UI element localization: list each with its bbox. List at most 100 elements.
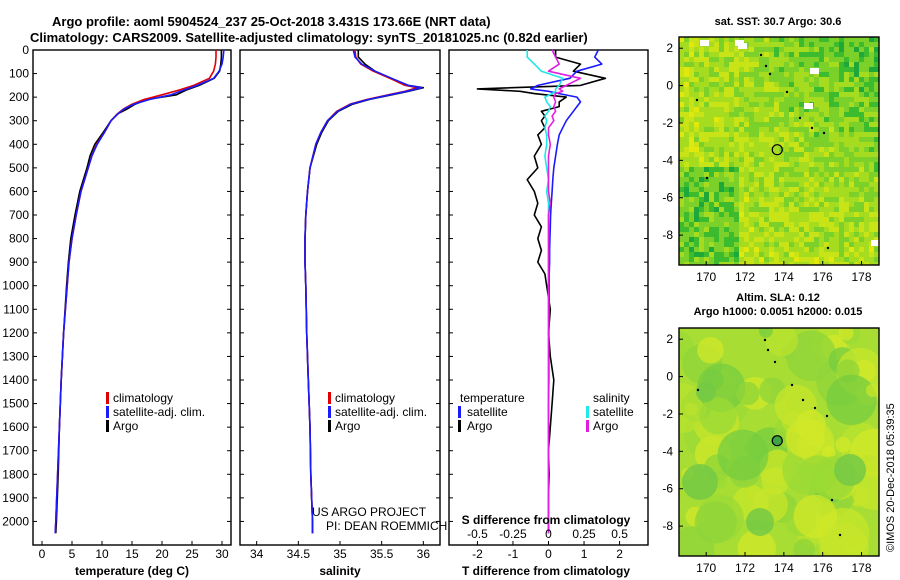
sst-map-cell xyxy=(874,217,879,223)
sst-map-cell xyxy=(739,257,745,263)
sst-map-cell xyxy=(784,197,790,203)
sst-map-cell xyxy=(704,67,710,73)
sst-map-island xyxy=(785,90,789,94)
sst-map-cell xyxy=(699,67,705,73)
sst-map-cell xyxy=(844,232,850,238)
sst-map-cell xyxy=(844,87,850,93)
sst-map-cell xyxy=(874,192,879,198)
depth-tick-label: 900 xyxy=(9,255,29,269)
sst-map-title: sat. SST: 30.7 Argo: 30.6 xyxy=(715,16,842,28)
sst-map-cell xyxy=(699,202,705,208)
sst-map-cell xyxy=(804,257,810,263)
legend-label: satellite xyxy=(593,405,634,419)
sst-map-cell xyxy=(694,147,700,153)
sst-map-cell xyxy=(719,167,725,173)
sst-map-argo-marker xyxy=(771,144,783,156)
sst-map-cell xyxy=(734,177,740,183)
sst-map-island xyxy=(826,246,830,250)
sst-map-cell xyxy=(754,187,760,193)
sst-map-cell xyxy=(769,257,775,263)
sst-map-cell xyxy=(869,262,875,265)
sst-map-cell xyxy=(864,207,870,213)
sst-map-cell xyxy=(734,72,740,78)
sst-map-cell xyxy=(764,262,770,265)
sst-map-cell xyxy=(764,252,770,258)
sst-map-cell xyxy=(799,247,805,253)
sst-map-cell xyxy=(799,237,805,243)
sst-map-cell xyxy=(724,167,730,173)
sst-map-cell xyxy=(844,122,850,128)
sst-map-cell xyxy=(864,132,870,138)
sst-map-cell xyxy=(849,77,855,83)
sst-map-cell xyxy=(754,107,760,113)
sst-map-cell xyxy=(829,77,835,83)
sst-map-cell xyxy=(829,37,835,43)
sst-map-cell xyxy=(744,172,750,178)
sst-map-cell xyxy=(704,62,710,68)
sla_map-lat-tick-label: -6 xyxy=(662,482,673,496)
sst-map-island xyxy=(759,53,763,57)
sst-map-cell xyxy=(709,57,715,63)
sst-map-cell xyxy=(809,47,815,53)
sst-map-cell xyxy=(784,92,790,98)
sst-map-cell xyxy=(749,222,755,228)
salinity-x-tick-label: 35.5 xyxy=(370,547,394,561)
sst-map-cell xyxy=(869,47,875,53)
sst-map-cell xyxy=(844,212,850,218)
sst-map-cell xyxy=(749,117,755,123)
sst-map-cell xyxy=(814,117,820,123)
sst-map-cell xyxy=(804,192,810,198)
temperature-series-climatology xyxy=(54,50,217,534)
sst-map-cell xyxy=(689,122,695,128)
sst-map-cell xyxy=(829,187,835,193)
sst-map-cell xyxy=(694,157,700,163)
sst-map-cell xyxy=(759,172,765,178)
sst-map-cell xyxy=(824,102,830,108)
sst-map-cell xyxy=(804,227,810,233)
sst-map-cell xyxy=(709,72,715,78)
temperature-xlabel: temperature (deg C) xyxy=(75,564,189,578)
sst-map-cell xyxy=(864,87,870,93)
sst-map-cell xyxy=(819,62,825,68)
sla-map-island xyxy=(838,533,842,537)
sst-map-cell xyxy=(854,102,860,108)
sst-map-cell xyxy=(694,257,700,263)
sst-map-cell xyxy=(794,147,800,153)
temperature-x-tick-label: 20 xyxy=(155,547,169,561)
sst-map-cell xyxy=(694,112,700,118)
sst-map-cell xyxy=(819,142,825,148)
sst-map-cell xyxy=(714,152,720,158)
sst-map-cell xyxy=(714,182,720,188)
sst-map-cell xyxy=(744,82,750,88)
sst-map-cell xyxy=(714,47,720,53)
sst-map-cell xyxy=(709,62,715,68)
sst-map-cell xyxy=(804,72,810,78)
sst-map-cell xyxy=(754,192,760,198)
sst_map-lat-tick-label: -2 xyxy=(662,116,673,130)
sst-map-cell xyxy=(809,182,815,188)
sst-map-cell xyxy=(704,37,710,43)
sst-map-cell xyxy=(684,237,690,243)
sst-map-cell xyxy=(779,92,785,98)
sst-map-cell xyxy=(804,37,810,43)
sst-map-cell xyxy=(849,142,855,148)
sst-map-cell xyxy=(729,127,735,133)
sst-map-cell xyxy=(754,137,760,143)
sst-map-cell xyxy=(694,167,700,173)
sst-map-cell xyxy=(834,257,840,263)
depth-tick-label: 1300 xyxy=(2,349,29,363)
sst-map-cell xyxy=(684,97,690,103)
sst-map-cell xyxy=(784,247,790,253)
sst-map-cell xyxy=(869,257,875,263)
sst-map-cell xyxy=(824,162,830,168)
sst-map-cell xyxy=(739,127,745,133)
sst-map-cell xyxy=(844,192,850,198)
sst-map-cell xyxy=(824,72,830,78)
sst-map-cell xyxy=(734,207,740,213)
salinity-series-argo xyxy=(304,50,425,534)
sst-map-cell xyxy=(764,82,770,88)
sst-map-cell xyxy=(844,82,850,88)
sst-map-cell xyxy=(739,57,745,63)
sst-map-cell xyxy=(844,62,850,68)
sst-map-cell xyxy=(789,182,795,188)
